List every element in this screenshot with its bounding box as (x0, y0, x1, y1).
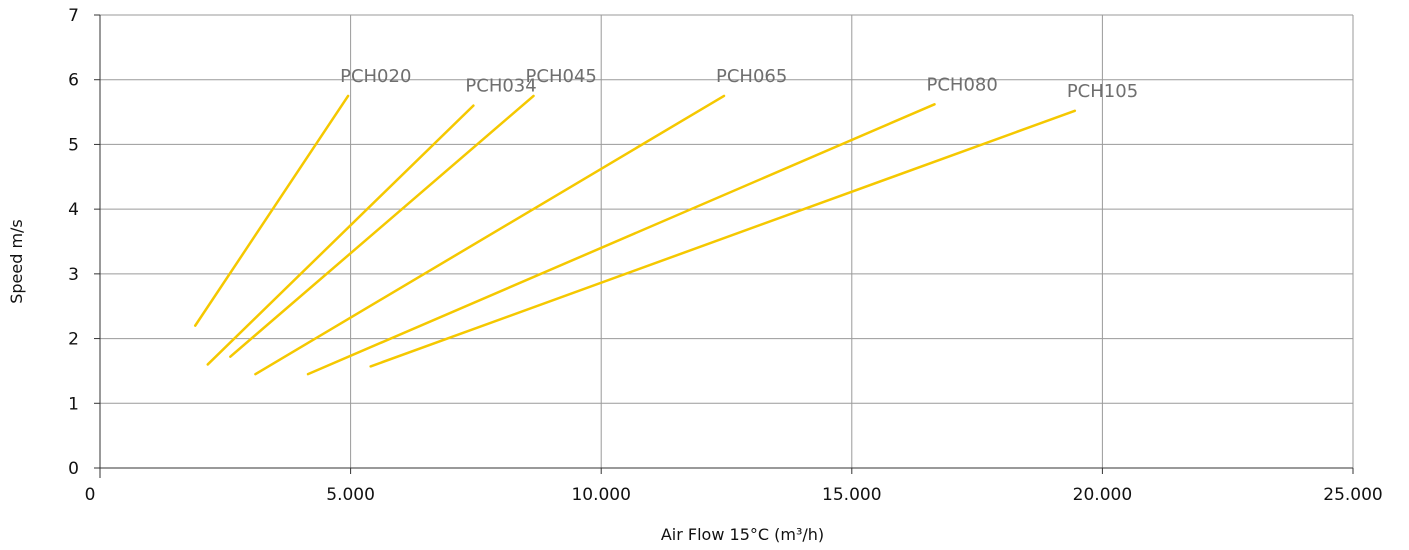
x-tick-label: 0 (85, 485, 96, 505)
series-line-pch034 (206, 104, 475, 366)
grid (100, 14, 1354, 468)
series-label-pch045: PCH045 (526, 66, 597, 87)
series-line-pch020 (193, 94, 350, 327)
series-line-pch080 (306, 103, 936, 376)
series-line-pch105 (369, 109, 1077, 368)
x-tick-label: 5.000 (326, 485, 375, 505)
y-tick-label: 0 (68, 459, 79, 479)
series-lines (193, 94, 1077, 376)
series-label-pch034: PCH034 (465, 76, 536, 97)
x-tick-label: 15.000 (822, 485, 881, 505)
x-tick-label: 10.000 (571, 485, 630, 505)
axes: 0 1 2 3 4 5 6 7 0 5.000 10.000 15.000 20.000 25.000 (68, 6, 1383, 505)
x-tick-label: 25.000 (1323, 485, 1382, 505)
y-tick-label: 3 (68, 265, 79, 285)
x-tick-label: 20.000 (1073, 485, 1132, 505)
y-tick-label: 7 (68, 6, 79, 26)
series-line-pch045 (229, 94, 535, 358)
y-tick-label: 2 (68, 330, 79, 350)
series-label-pch080: PCH080 (926, 74, 997, 95)
series-label-pch065: PCH065 (716, 66, 787, 87)
y-tick-label: 4 (68, 200, 79, 220)
series-line-pch065 (254, 94, 726, 376)
y-axis-title: Speed m/s (7, 219, 26, 304)
y-tick-label: 6 (68, 71, 79, 91)
y-tick-label: 5 (68, 135, 79, 155)
series-label-pch020: PCH020 (340, 66, 411, 87)
x-axis-title: Air Flow 15°C (m³/h) (661, 525, 824, 544)
series-label-pch105: PCH105 (1067, 81, 1138, 102)
y-tick-label: 1 (68, 394, 79, 414)
